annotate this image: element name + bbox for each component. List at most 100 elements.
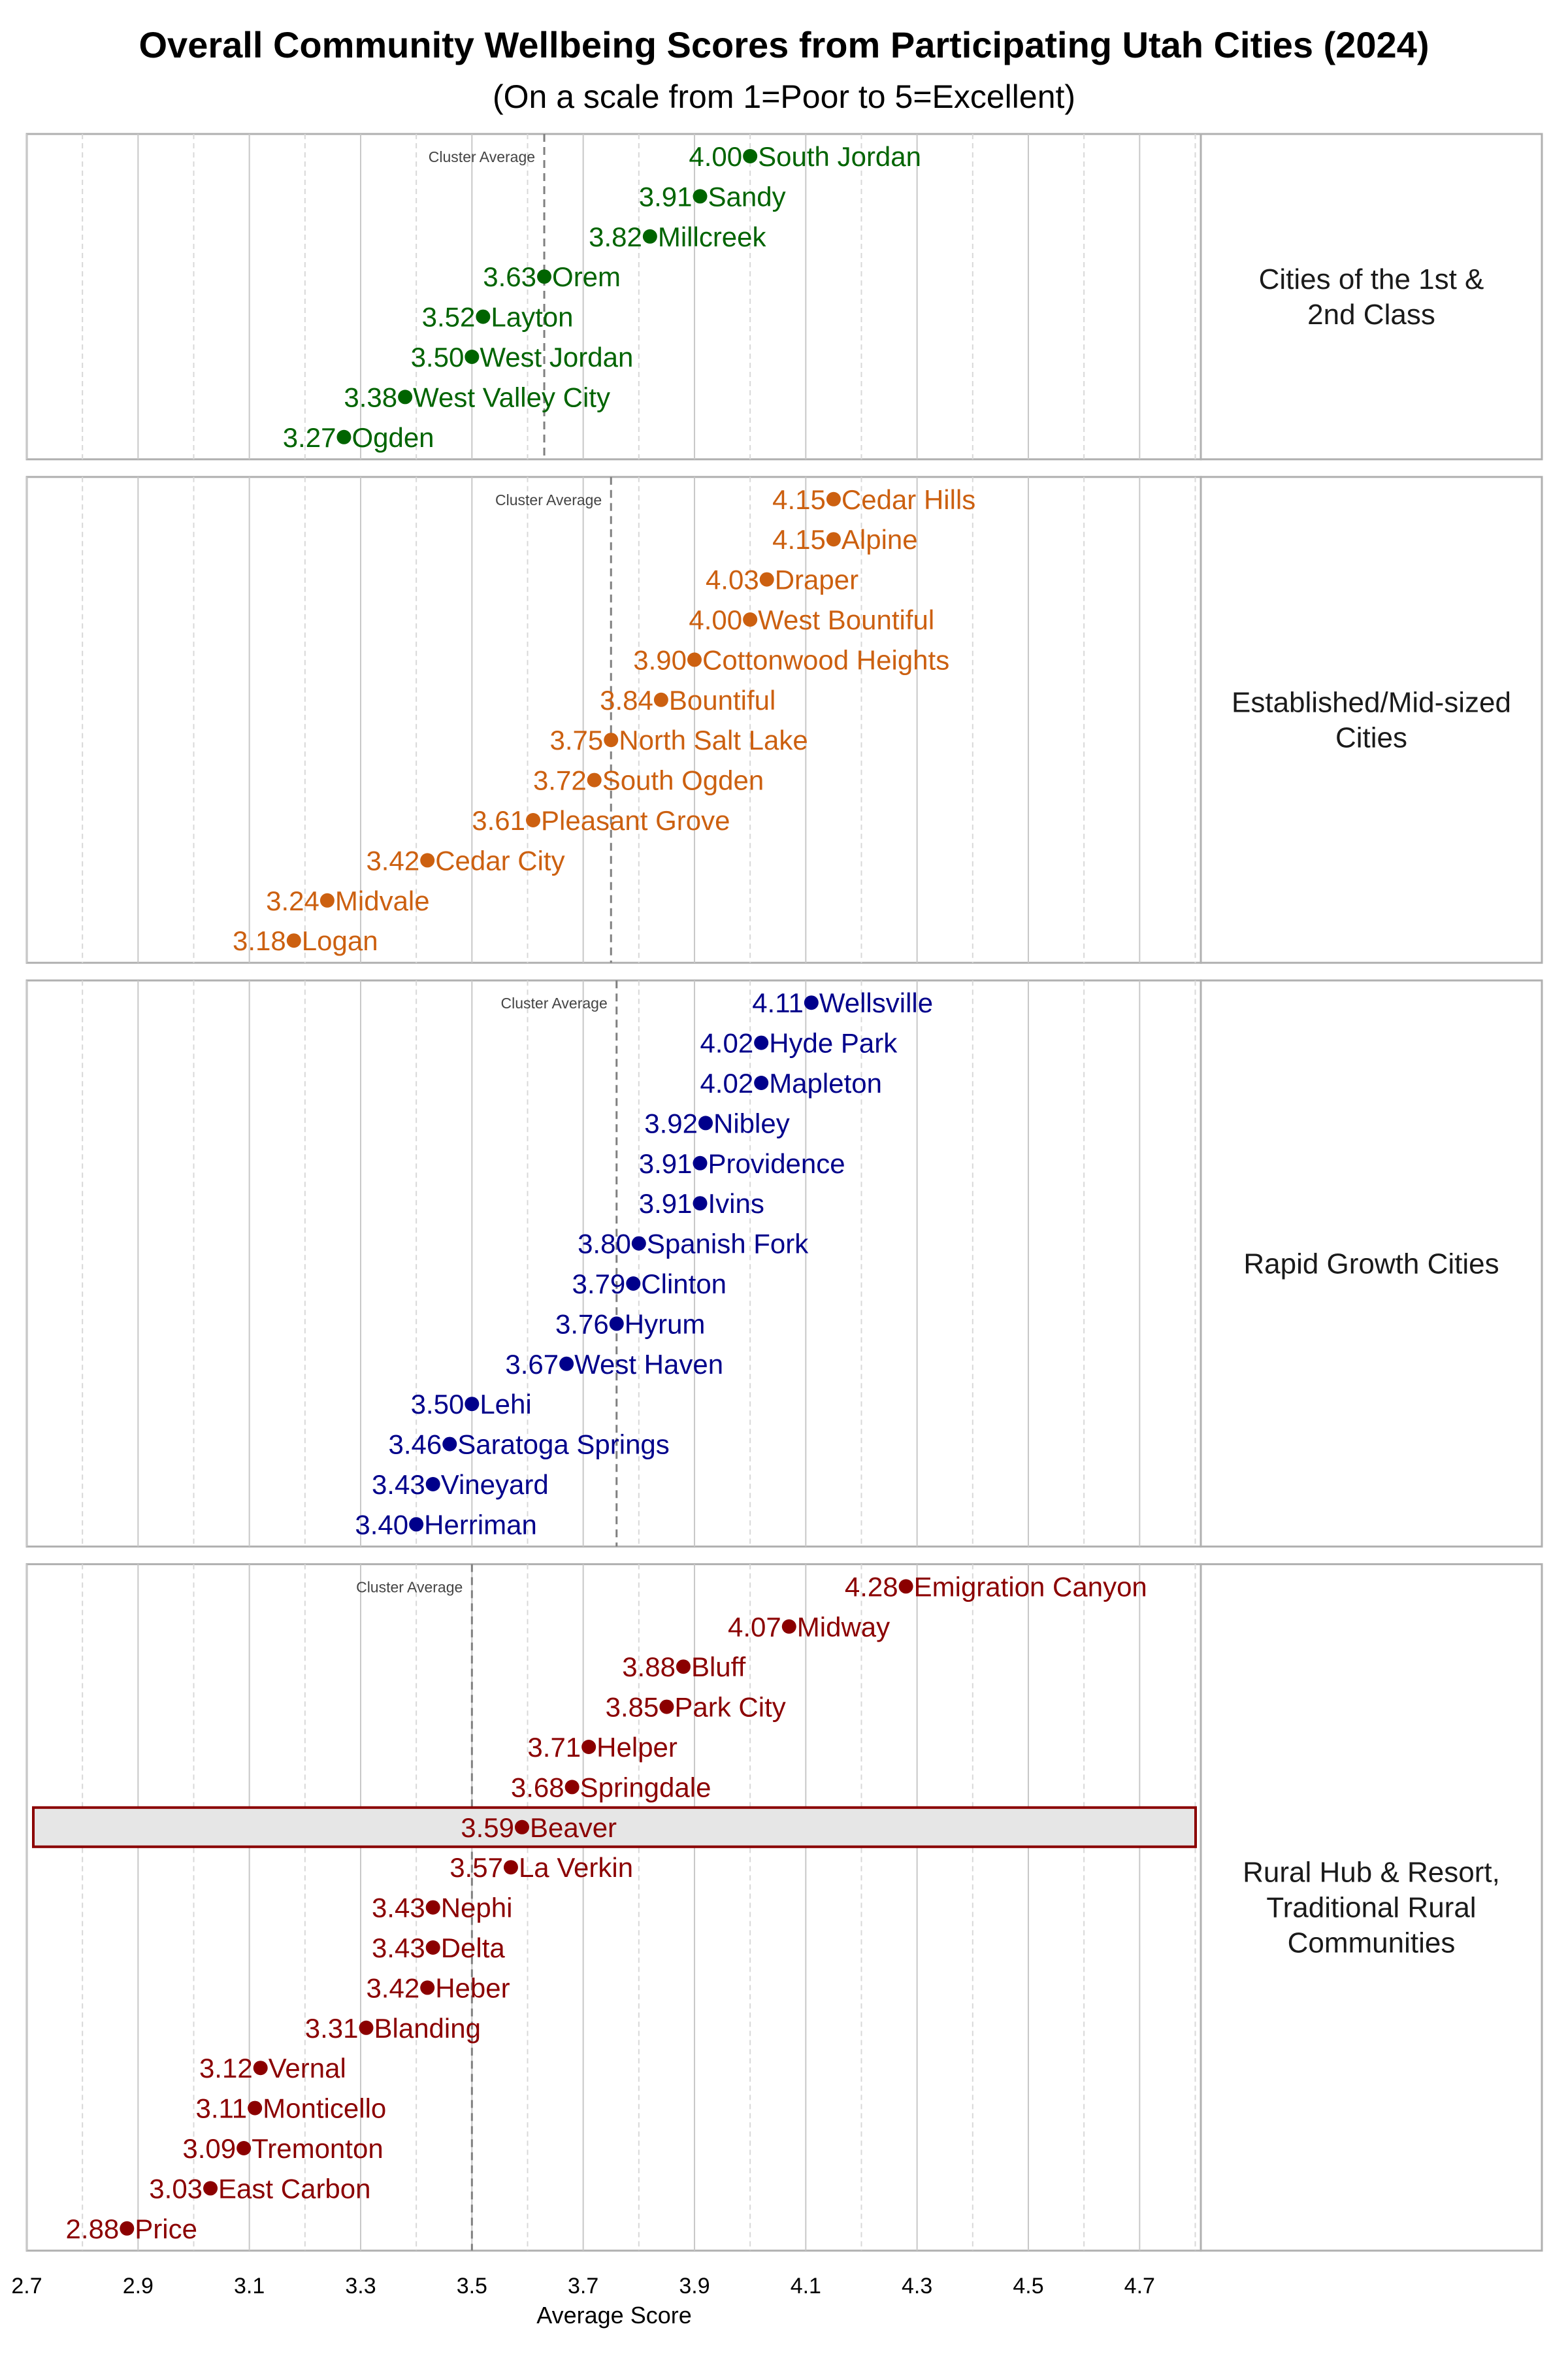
value-label: 3.57: [449, 1852, 503, 1883]
data-point: 3.88 Bluff: [622, 1651, 745, 1682]
chart-subtitle: (On a scale from 1=Poor to 5=Excellent): [493, 78, 1075, 115]
city-label: South Jordan: [758, 141, 921, 172]
point-marker: [564, 1780, 580, 1795]
city-label: Park City: [674, 1692, 785, 1723]
data-point: 3.50 West Jordan: [411, 342, 634, 373]
point-marker: [587, 772, 602, 788]
point-marker: [804, 995, 819, 1010]
data-point: 4.02 Mapleton: [700, 1068, 882, 1099]
value-label: 3.79: [572, 1269, 626, 1299]
panel-frame: [25, 476, 1202, 964]
value-label: 3.46: [389, 1429, 442, 1460]
point-marker: [425, 1940, 440, 1955]
data-point: 3.50 Lehi: [411, 1389, 532, 1419]
value-label: 4.03: [706, 565, 759, 595]
facet-label: Cities: [1335, 722, 1407, 754]
point-marker: [676, 1659, 691, 1674]
chart-title: Overall Community Wellbeing Scores from …: [139, 24, 1429, 65]
x-tick-label: 3.1: [234, 2274, 265, 2298]
point-marker: [898, 1579, 913, 1594]
data-point: 4.03 Draper: [706, 565, 858, 595]
data-point: 3.82 Millcreek: [589, 222, 766, 252]
value-label: 3.31: [305, 2013, 359, 2044]
value-label: 3.91: [639, 1188, 693, 1219]
city-label: Bluff: [691, 1651, 746, 1682]
point-marker: [425, 1477, 440, 1491]
data-point: 3.71 Helper: [527, 1732, 677, 1763]
point-marker: [359, 2020, 374, 2035]
city-label: Clinton: [641, 1269, 727, 1299]
point-marker: [319, 893, 335, 908]
value-label: 3.82: [589, 222, 642, 252]
point-marker: [693, 1155, 708, 1170]
value-label: 3.67: [505, 1349, 559, 1380]
data-point: 3.76 Hyrum: [555, 1308, 705, 1339]
city-label: Midway: [797, 1612, 890, 1642]
value-label: 4.11: [752, 987, 804, 1018]
x-tick-label: 4.7: [1124, 2274, 1155, 2298]
x-tick-label: 3.7: [568, 2274, 598, 2298]
point-marker: [503, 1860, 518, 1875]
value-label: 3.03: [149, 2173, 203, 2204]
value-label: 4.07: [728, 1612, 781, 1642]
data-point: 3.75 North Salt Lake: [549, 725, 808, 755]
data-point: 3.61 Pleasant Grove: [472, 805, 730, 836]
point-marker: [659, 1699, 674, 1714]
facet-label: 2nd Class: [1307, 299, 1435, 331]
city-label: Vernal: [269, 2053, 346, 2083]
city-label: Price: [135, 2214, 197, 2244]
point-marker: [826, 491, 841, 506]
city-label: Emigration Canyon: [914, 1571, 1147, 1602]
point-marker: [248, 2100, 263, 2115]
city-label: Herriman: [424, 1509, 537, 1540]
city-label: West Haven: [574, 1349, 723, 1380]
data-point: 3.91 Providence: [639, 1148, 845, 1179]
data-point: 3.67 West Haven: [505, 1349, 723, 1380]
facet-strip: [1200, 133, 1543, 461]
data-point: 3.57 La Verkin: [449, 1852, 633, 1883]
x-axis-label: Average Score: [536, 2302, 691, 2329]
cluster-average-label: Cluster Average: [356, 1578, 463, 1595]
data-point: 3.40 Herriman: [355, 1509, 536, 1540]
value-label: 4.15: [772, 524, 826, 555]
value-label: 3.75: [549, 725, 603, 755]
point-marker: [526, 813, 541, 827]
x-tick-label: 4.3: [902, 2274, 932, 2298]
value-label: 3.42: [366, 1972, 419, 2003]
panel: Rural Hub & Resort,Traditional RuralComm…: [25, 1563, 1543, 2252]
data-point: 3.80 Spanish Fork: [578, 1229, 809, 1259]
facet-strip: [1200, 476, 1543, 964]
value-label: 3.76: [555, 1308, 609, 1339]
city-label: Ogden: [351, 422, 434, 453]
point-marker: [687, 652, 702, 667]
city-label: Sandy: [708, 181, 786, 212]
point-marker: [336, 429, 351, 444]
data-point: 3.91 Ivins: [639, 1188, 764, 1219]
city-label: Millcreek: [658, 222, 767, 252]
city-label: North Salt Lake: [619, 725, 808, 755]
value-label: 3.85: [606, 1692, 659, 1723]
data-point: 4.00 West Bountiful: [689, 605, 934, 635]
x-tick-label: 3.3: [345, 2274, 376, 2298]
data-point: 3.68 Springdale: [511, 1772, 711, 1802]
value-label: 3.90: [633, 644, 687, 675]
value-label: 3.09: [182, 2133, 236, 2164]
city-label: Vineyard: [441, 1469, 549, 1500]
point-marker: [693, 1196, 708, 1211]
data-point: 4.15 Alpine: [772, 524, 918, 555]
point-marker: [465, 350, 480, 364]
point-marker: [442, 1436, 457, 1452]
data-point: 4.11 Wellsville: [752, 987, 933, 1018]
x-tick-label: 2.9: [123, 2274, 154, 2298]
panel-frame: [25, 1563, 1202, 2252]
point-marker: [781, 1619, 796, 1634]
data-point: 3.27 Ogden: [283, 422, 434, 453]
city-label: Bountiful: [669, 685, 776, 716]
point-marker: [476, 309, 491, 324]
value-label: 3.12: [199, 2053, 253, 2083]
value-label: 3.52: [422, 302, 476, 333]
city-label: Blanding: [374, 2013, 481, 2044]
facet-strip: [1200, 1563, 1543, 2252]
value-label: 4.02: [700, 1068, 753, 1099]
